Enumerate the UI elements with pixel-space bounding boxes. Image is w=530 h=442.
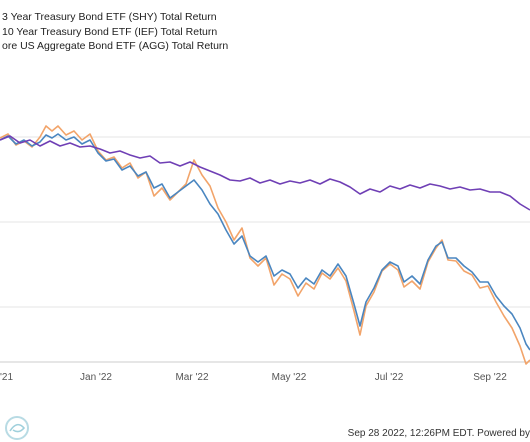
footer-timestamp: Sep 28 2022, 12:26PM EDT. Powered by	[348, 428, 530, 439]
footer-logo	[5, 416, 29, 440]
legend-entry-shy: 3 Year Treasury Bond ETF (SHY) Total Ret…	[2, 11, 217, 23]
x-tick-label: Mar '22	[175, 372, 208, 383]
footer-bar	[0, 414, 530, 442]
series-lines	[0, 125, 530, 365]
series-line-shy	[0, 135, 530, 211]
legend-entry-ief: 10 Year Treasury Bond ETF (IEF) Total Re…	[2, 26, 217, 38]
logo-icon	[5, 416, 29, 440]
gridlines	[0, 136, 530, 308]
logo-swirl	[9, 423, 26, 433]
series-line-agg	[0, 133, 530, 351]
series-line-ief	[0, 125, 530, 365]
x-ticks: '21 Jan '22 Mar '22 May '22 Jul '22 Sep …	[0, 372, 507, 383]
x-tick-label: '21	[0, 372, 13, 383]
legend: 3 Year Treasury Bond ETF (SHY) Total Ret…	[2, 11, 228, 52]
x-tick-label: Sep '22	[473, 372, 507, 383]
x-tick-label: Jul '22	[375, 372, 404, 383]
x-tick-label: Jan '22	[80, 372, 112, 383]
legend-entry-agg: ore US Aggregate Bond ETF (AGG) Total Re…	[2, 40, 228, 52]
x-tick-label: May '22	[272, 372, 307, 383]
